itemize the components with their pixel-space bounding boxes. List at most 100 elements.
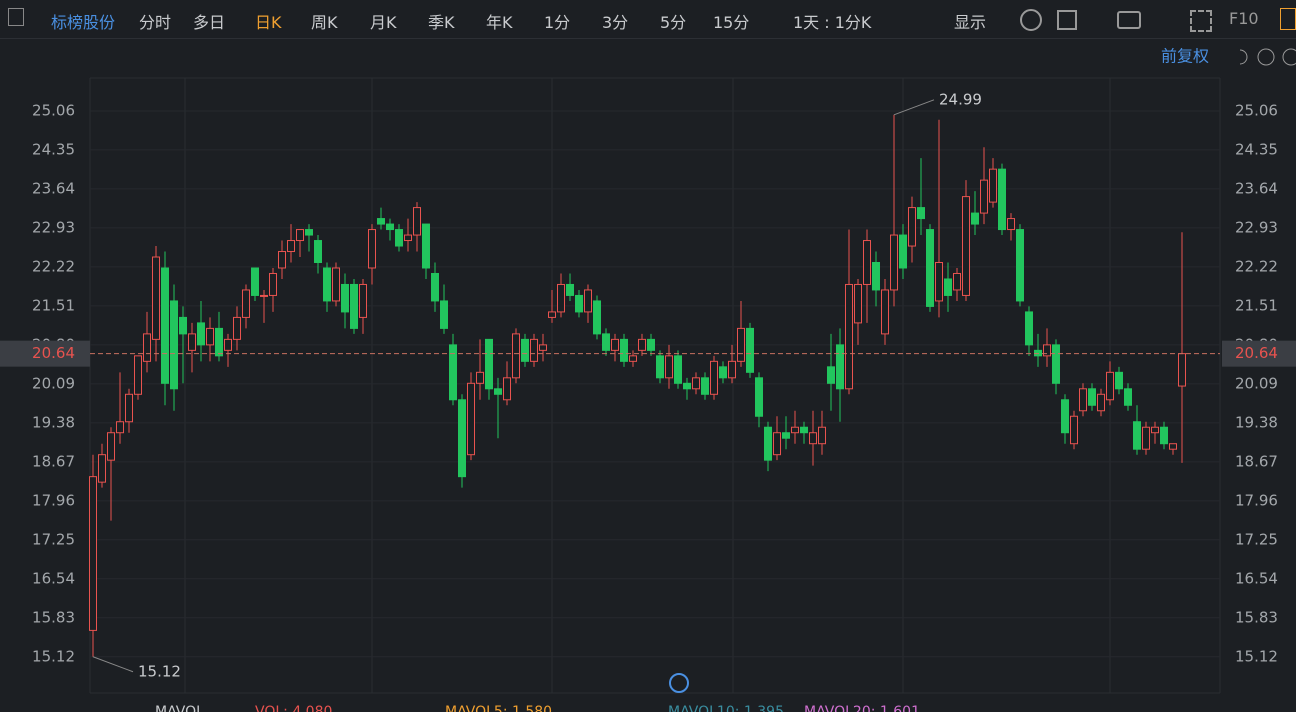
- candle-body: [620, 338, 628, 362]
- candle-body: [1160, 426, 1168, 445]
- period-tab[interactable]: 1分: [544, 13, 571, 32]
- candle-body: [143, 333, 151, 362]
- stock-name[interactable]: 标榜股份: [51, 13, 116, 32]
- indicator-name: MAVOL: [155, 704, 204, 712]
- y-tick-label: 19.38: [32, 413, 75, 431]
- candle-body: [332, 267, 340, 302]
- period-tab[interactable]: 3分: [602, 13, 629, 32]
- candle-body: [1097, 393, 1105, 412]
- settings-icon[interactable]: [1020, 9, 1042, 31]
- candle-body: [728, 360, 736, 379]
- candle-body: [512, 333, 520, 379]
- candle-body: [1025, 311, 1033, 346]
- candle-body: [323, 267, 331, 302]
- candle-body: [404, 234, 412, 242]
- candle-body: [971, 212, 979, 225]
- candle-body: [125, 393, 133, 423]
- candle-body: [1169, 443, 1177, 450]
- zoom-in[interactable]: [1282, 48, 1296, 66]
- candle-body: [413, 207, 421, 236]
- candle-body: [431, 272, 439, 302]
- candle-body: [548, 311, 556, 318]
- period-tab[interactable]: 年K: [486, 13, 513, 32]
- price-tag-left: [0, 340, 90, 367]
- candle-body: [449, 344, 457, 401]
- period-tab[interactable]: 月K: [370, 13, 397, 32]
- candle-body: [989, 168, 997, 203]
- candle-body: [953, 272, 961, 291]
- candle-body: [1142, 426, 1150, 450]
- display[interactable]: 显示: [954, 13, 987, 32]
- candle-body: [422, 223, 430, 269]
- period-tab[interactable]: 周K: [311, 13, 338, 32]
- zoom-out[interactable]: [1257, 48, 1275, 66]
- candle-body: [503, 377, 511, 401]
- sidebar-toggle[interactable]: [8, 8, 24, 26]
- camera-icon[interactable]: [1117, 11, 1141, 29]
- candle-body: [107, 432, 115, 461]
- candle-body: [386, 223, 394, 231]
- candle-body: [278, 251, 286, 269]
- candle-body: [494, 388, 502, 395]
- candle-body: [638, 338, 646, 351]
- interval[interactable]: 1天 : 1分K: [793, 13, 872, 32]
- candle-body: [161, 267, 169, 384]
- box-icon[interactable]: [1057, 10, 1077, 30]
- candle-body: [980, 179, 988, 214]
- locate-icon[interactable]: [669, 673, 689, 693]
- reset-icon[interactable]: [1239, 49, 1248, 65]
- candle-body: [701, 377, 709, 395]
- candle-body: [998, 168, 1006, 231]
- period-tab[interactable]: 分时: [139, 13, 172, 32]
- current-price-left: 20.64: [32, 344, 75, 362]
- period-tab[interactable]: 多日: [193, 13, 226, 32]
- candle-body: [665, 355, 673, 379]
- candle-body: [1061, 399, 1069, 434]
- candle-body: [89, 476, 97, 631]
- y-tick-label: 20.09: [32, 374, 75, 392]
- low-annotation: 15.12: [138, 662, 181, 680]
- candle-body: [1034, 349, 1042, 357]
- fullscreen-icon[interactable]: [1190, 10, 1212, 32]
- y-tick-label-right: 23.64: [1235, 179, 1278, 197]
- candle-body: [872, 262, 880, 291]
- candle-body: [1115, 371, 1123, 390]
- period-tab[interactable]: 季K: [428, 13, 455, 32]
- candle-body: [899, 234, 907, 269]
- price-tag-right: [1222, 340, 1296, 367]
- candle-body: [881, 289, 889, 335]
- period-tab[interactable]: 15分: [713, 13, 750, 32]
- y-tick-label-right: 17.25: [1235, 530, 1278, 548]
- candle-body: [683, 382, 691, 390]
- candle-body: [710, 360, 718, 395]
- candle-body: [1070, 415, 1078, 445]
- candle-body: [314, 240, 322, 264]
- candle-body: [692, 377, 700, 390]
- period-tab[interactable]: 5分: [660, 13, 687, 32]
- adjust-mode[interactable]: 前复权: [1161, 47, 1209, 66]
- indicator-value: MAVOL5: 1,580: [445, 704, 552, 712]
- candle-body: [1079, 388, 1087, 412]
- y-tick-label: 21.51: [32, 296, 75, 314]
- y-tick-label: 17.96: [32, 491, 75, 509]
- indicator-value: MAVOL20: 1,601: [804, 704, 920, 712]
- time-dividers: [89, 77, 1221, 694]
- candle-body: [395, 229, 403, 247]
- y-tick-label-right: 24.35: [1235, 140, 1278, 158]
- period-tab[interactable]: 日K: [255, 13, 282, 32]
- indicator-value: MAVOL10: 1,395: [668, 704, 784, 712]
- candle-body: [746, 327, 754, 373]
- high-pointer: [893, 99, 935, 116]
- candle-body: [152, 256, 160, 340]
- candle-body: [800, 426, 808, 434]
- f10[interactable]: F10: [1229, 9, 1259, 28]
- candle-body: [809, 432, 817, 445]
- candle-body: [791, 426, 799, 434]
- candle-body: [440, 300, 448, 329]
- candle-body: [305, 229, 313, 236]
- y-tick-label: 15.83: [32, 608, 75, 626]
- y-tick-label-right: 21.51: [1235, 296, 1278, 314]
- candle-body: [467, 382, 475, 456]
- candle-body: [341, 283, 349, 313]
- candle-body: [782, 432, 790, 439]
